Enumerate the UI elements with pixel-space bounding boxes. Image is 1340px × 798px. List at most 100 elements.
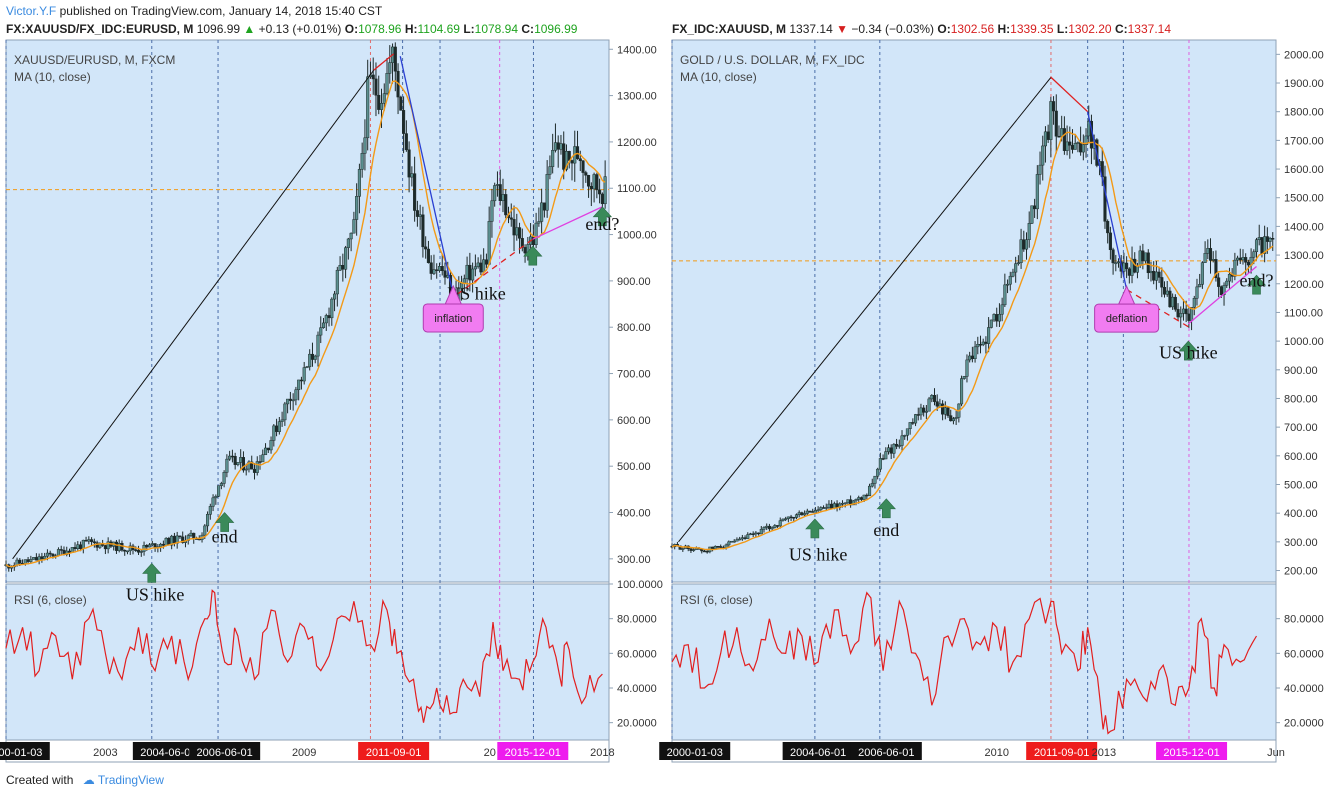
x-tick-label: 2013 xyxy=(1092,747,1116,759)
candle-body xyxy=(919,407,923,416)
y-tick-label: 1000.00 xyxy=(617,230,657,242)
candle-body xyxy=(377,94,381,110)
candle-body xyxy=(1052,101,1056,112)
candle-body xyxy=(410,173,414,178)
candle-body xyxy=(421,214,425,248)
y-tick-label: 1500.00 xyxy=(1284,193,1324,205)
candle-body xyxy=(978,344,983,346)
candle-body xyxy=(773,525,777,528)
right-change: −0.34 (−0.03%) xyxy=(851,22,935,36)
candle-body xyxy=(297,379,301,391)
candle-body xyxy=(1203,253,1207,263)
left-last: 1096.99 xyxy=(196,22,241,36)
candle-body xyxy=(1214,259,1218,279)
candle-body xyxy=(123,549,127,552)
candle-body xyxy=(692,549,696,551)
candle-body xyxy=(930,395,934,400)
candle-body xyxy=(1162,286,1167,295)
y-tick-label: 1600.00 xyxy=(1284,164,1324,176)
rsi-tick-label: 40.0000 xyxy=(1284,683,1324,695)
candle-body xyxy=(1016,262,1020,265)
up-arrow-icon xyxy=(214,512,235,532)
candle-body xyxy=(968,355,972,361)
candle-body xyxy=(1106,221,1110,234)
candle-body xyxy=(476,262,480,267)
candle-body xyxy=(374,78,378,96)
candle-body xyxy=(272,425,276,441)
candle-body xyxy=(357,169,361,197)
x-tick-label: 20 xyxy=(484,747,496,759)
candle-body xyxy=(493,185,497,202)
candle-body xyxy=(1070,145,1075,150)
candle-body xyxy=(1144,252,1148,262)
chart-title: GOLD / U.S. DOLLAR, M, FX_IDC xyxy=(680,53,865,67)
candle-body xyxy=(349,232,353,240)
candle-body xyxy=(1152,270,1156,281)
y-tick-label: 700.00 xyxy=(617,369,651,381)
author-link[interactable]: Victor.Y.F xyxy=(6,4,57,18)
candle-body xyxy=(139,551,143,553)
candle-body xyxy=(870,483,874,487)
candle-body xyxy=(1217,277,1221,287)
candle-body xyxy=(59,549,63,551)
candle-body xyxy=(402,110,406,134)
candle-body xyxy=(581,160,585,173)
candle-body xyxy=(159,543,163,548)
candle-body xyxy=(148,544,152,548)
footer: Created with ☁ TradingView xyxy=(6,773,164,787)
candle-body xyxy=(551,150,555,167)
y-tick-label: 600.00 xyxy=(1284,451,1318,463)
candle-body xyxy=(1222,284,1226,295)
candle-body xyxy=(884,451,888,460)
down-arrow-line xyxy=(1087,111,1128,290)
rsi-tick-label: 100.0000 xyxy=(617,579,663,591)
candle-body xyxy=(540,202,544,222)
candle-body xyxy=(437,266,442,271)
rsi-tick-label: 60.0000 xyxy=(617,648,657,660)
candle-body xyxy=(705,550,709,553)
candle-body xyxy=(379,103,384,110)
candle-body xyxy=(792,517,796,519)
candle-body xyxy=(51,553,55,557)
candle-body xyxy=(878,458,882,470)
candle-body xyxy=(1236,257,1240,261)
candle-body xyxy=(308,353,312,368)
candle-body xyxy=(277,421,281,432)
candle-body xyxy=(843,502,847,505)
candle-body xyxy=(786,516,790,519)
candle-body xyxy=(534,222,538,246)
candle-body xyxy=(800,512,804,516)
candle-body xyxy=(1263,236,1267,254)
candle-body xyxy=(92,541,96,543)
candle-body xyxy=(808,510,812,513)
candle-body xyxy=(995,314,999,322)
candle-body xyxy=(305,366,309,369)
candle-body xyxy=(103,545,107,550)
candle-body xyxy=(324,315,328,324)
x-tick-label: 2018 xyxy=(590,747,614,759)
left-close: 1096.99 xyxy=(534,22,578,36)
candle-body xyxy=(716,545,720,548)
x-label-highlight xyxy=(1026,742,1098,760)
y-tick-label: 1400.00 xyxy=(1284,221,1324,233)
y-tick-label: 300.00 xyxy=(1284,537,1318,549)
indicator-label: MA (10, close) xyxy=(680,70,757,84)
candle-body xyxy=(938,403,942,407)
recovery-line xyxy=(1187,266,1257,325)
rsi-line xyxy=(5,589,603,723)
candle-body xyxy=(1257,237,1261,240)
candle-body xyxy=(865,494,869,497)
candle-body xyxy=(1141,250,1145,262)
candle-body xyxy=(371,74,375,80)
footer-brand[interactable]: TradingView xyxy=(97,773,164,787)
candle-body xyxy=(1054,110,1058,137)
candle-body xyxy=(48,552,52,555)
right-open: 1302.56 xyxy=(950,22,995,36)
candle-body xyxy=(501,194,505,202)
tradingview-logo[interactable]: ☁ TradingView xyxy=(82,773,164,787)
candle-body xyxy=(751,533,755,535)
candle-body xyxy=(857,497,861,500)
y-tick-label: 900.00 xyxy=(1284,365,1318,377)
candle-body xyxy=(913,414,918,424)
